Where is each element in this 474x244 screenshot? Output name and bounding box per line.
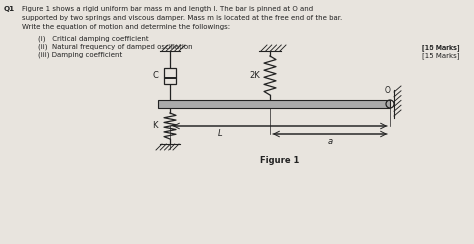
Text: Q1: Q1 bbox=[4, 6, 15, 12]
Text: C: C bbox=[152, 71, 158, 80]
Bar bbox=[158, 100, 390, 108]
Text: [15 Marks]: [15 Marks] bbox=[422, 44, 460, 51]
Text: L: L bbox=[218, 129, 222, 138]
Text: (ii)  Natural frequency of damped oscillation: (ii) Natural frequency of damped oscilla… bbox=[38, 44, 192, 51]
Text: Write the equation of motion and determine the followings:: Write the equation of motion and determi… bbox=[22, 24, 230, 30]
Text: (i)   Critical damping coefficient: (i) Critical damping coefficient bbox=[38, 36, 149, 42]
Text: supported by two springs and viscous damper. Mass m is located at the free end o: supported by two springs and viscous dam… bbox=[22, 15, 342, 21]
Text: (iii) Damping coefficient: (iii) Damping coefficient bbox=[38, 52, 122, 59]
Bar bbox=[164, 68, 176, 83]
Text: [10 Marks]: [10 Marks] bbox=[422, 44, 460, 51]
Text: a: a bbox=[328, 137, 333, 146]
Text: O: O bbox=[385, 86, 391, 95]
Text: [15 Marks]: [15 Marks] bbox=[422, 52, 460, 59]
Text: Figure 1 shows a rigid uniform bar mass m and length l. The bar is pinned at O a: Figure 1 shows a rigid uniform bar mass … bbox=[22, 6, 313, 12]
Text: Figure 1: Figure 1 bbox=[260, 156, 300, 165]
Text: 2K: 2K bbox=[249, 71, 260, 80]
Text: K: K bbox=[153, 122, 158, 131]
